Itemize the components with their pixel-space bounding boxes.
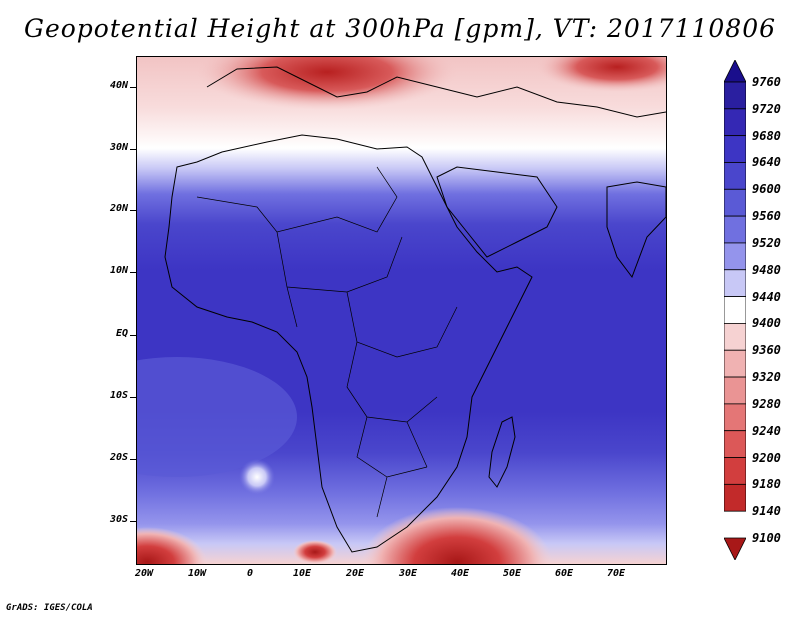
colorbar-swatch bbox=[724, 457, 746, 485]
lat-label-30n: 30N bbox=[109, 142, 128, 153]
colorbar-label: 9560 bbox=[752, 209, 781, 224]
colorbar-label: 9640 bbox=[752, 155, 781, 170]
lat-label-10n: 10N bbox=[109, 265, 128, 276]
colorbar-label: 9600 bbox=[752, 182, 781, 197]
country-borders bbox=[196, 166, 458, 518]
lat-label-eq: EQ bbox=[115, 328, 128, 339]
colorbar-label: 9440 bbox=[752, 289, 781, 304]
colorbar-swatch bbox=[724, 430, 746, 458]
africa-coastline bbox=[164, 134, 533, 553]
lon-label-70e: 70E bbox=[606, 568, 626, 579]
lon-label-20w: 20W bbox=[134, 568, 154, 579]
south-small-high bbox=[293, 540, 337, 564]
europe-coastline bbox=[206, 66, 666, 118]
colorbar-label: 9720 bbox=[752, 101, 781, 116]
colorbar bbox=[724, 60, 746, 560]
lon-label-40e: 40E bbox=[450, 568, 470, 579]
colorbar-arrow-top bbox=[724, 60, 746, 83]
colorbar-swatch bbox=[724, 483, 746, 512]
colorbar-swatch bbox=[724, 108, 746, 137]
colorbar-label: 9680 bbox=[752, 128, 781, 143]
lon-label-0: 0 bbox=[246, 568, 254, 579]
north-high bbox=[197, 57, 457, 110]
india-coastline bbox=[606, 181, 666, 279]
colorbar-swatch bbox=[724, 162, 746, 190]
lat-label-10s: 10S bbox=[109, 390, 128, 401]
colorbar-label: 9100 bbox=[752, 531, 781, 545]
colorbar-swatch bbox=[724, 242, 746, 271]
lat-label-20n: 20N bbox=[109, 203, 128, 214]
northeast-high bbox=[537, 57, 666, 92]
colorbar-label: 9480 bbox=[752, 262, 781, 277]
madagascar bbox=[488, 416, 516, 488]
south-atlantic-blob bbox=[239, 459, 275, 495]
lon-label-50e: 50E bbox=[502, 568, 522, 579]
colorbar-arrow-bottom bbox=[724, 537, 746, 560]
colorbar-swatch bbox=[724, 188, 746, 217]
colorbar-swatch bbox=[724, 269, 746, 297]
colorbar-label: 9760 bbox=[752, 75, 781, 89]
colorbar-swatch bbox=[724, 215, 746, 244]
lat-label-20s: 20S bbox=[109, 452, 128, 463]
lat-label-30s: 30S bbox=[109, 514, 128, 525]
map-panel bbox=[136, 56, 667, 565]
colorbar-label: 9140 bbox=[752, 504, 781, 519]
lon-label-10w: 10W bbox=[187, 568, 207, 579]
colorbar-swatch bbox=[724, 323, 746, 351]
colorbar-label: 9400 bbox=[752, 316, 781, 331]
lon-label-30e: 30E bbox=[398, 568, 418, 579]
colorbar-swatch bbox=[724, 376, 746, 405]
lon-label-20e: 20E bbox=[345, 568, 365, 579]
colorbar-label: 9180 bbox=[752, 477, 781, 492]
colorbar-swatch bbox=[724, 296, 746, 324]
colorbar-label: 9200 bbox=[752, 450, 781, 465]
contour-map bbox=[137, 57, 666, 564]
credit-text: GrADS: IGES/COLA bbox=[6, 603, 93, 613]
colorbar-swatch bbox=[724, 349, 746, 378]
height-field bbox=[137, 57, 666, 564]
colorbar-label: 9360 bbox=[752, 343, 781, 358]
colorbar-swatch bbox=[724, 135, 746, 163]
southwest-high bbox=[137, 527, 207, 564]
colorbar-swatch bbox=[724, 81, 746, 110]
colorbar-label: 9520 bbox=[752, 235, 781, 250]
arabia-coastline bbox=[436, 166, 558, 258]
lat-label-40n: 40N bbox=[109, 80, 128, 91]
map-title: Geopotential Height at 300hPa [gpm], VT:… bbox=[23, 14, 777, 43]
lon-label-10e: 10E bbox=[292, 568, 312, 579]
lon-label-60e: 60E bbox=[554, 568, 574, 579]
south-high bbox=[362, 507, 552, 564]
sw-anomaly bbox=[137, 357, 297, 477]
colorbar-label: 9280 bbox=[752, 396, 781, 411]
colorbar-swatch bbox=[724, 403, 746, 432]
colorbar-label: 9320 bbox=[752, 370, 781, 385]
colorbar-label: 9240 bbox=[752, 423, 781, 438]
